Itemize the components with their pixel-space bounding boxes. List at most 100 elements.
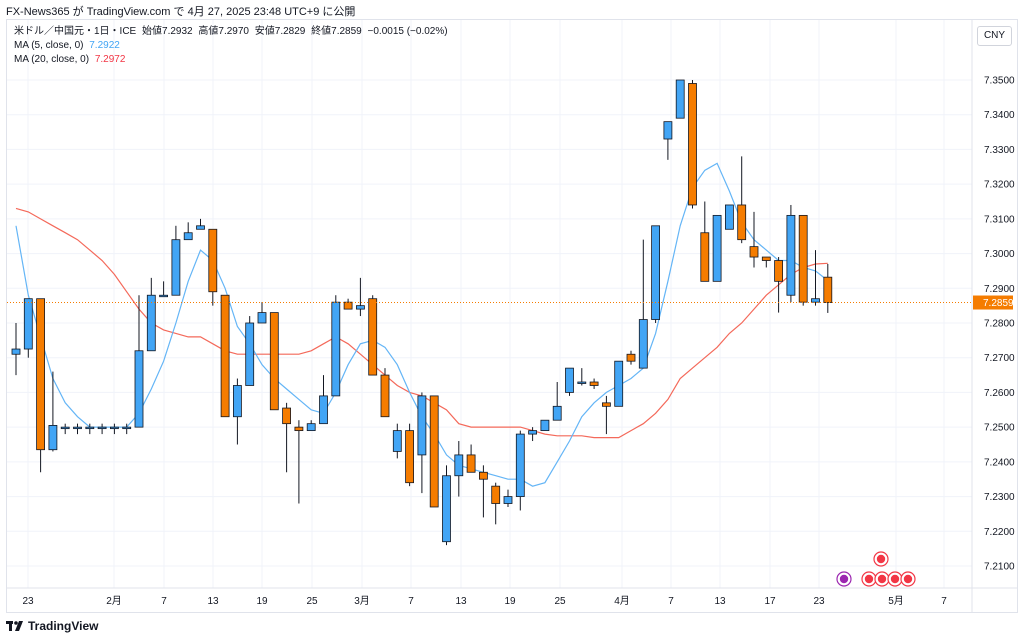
price-tick-label: 7.2300 xyxy=(984,492,1015,503)
candle-body xyxy=(602,402,611,407)
candle xyxy=(614,360,624,407)
time-tick-label: 7 xyxy=(408,596,414,607)
candle-body xyxy=(405,430,415,484)
price-tick-label: 7.2500 xyxy=(984,423,1015,434)
candle xyxy=(355,277,365,317)
candle-body xyxy=(368,298,378,376)
candle xyxy=(491,482,501,525)
time-tick-label: 25 xyxy=(554,596,566,607)
time-tick-label: 7 xyxy=(941,596,947,607)
candle xyxy=(823,263,833,313)
candle xyxy=(159,281,169,298)
candle-body xyxy=(749,246,759,258)
last-price-marker: 7.2859 xyxy=(7,295,1014,310)
candle xyxy=(269,312,279,411)
price-tick-label: 7.3300 xyxy=(984,145,1015,156)
candle-body xyxy=(417,395,427,456)
close-value: 7.2859 xyxy=(331,26,362,37)
price-tick-label: 7.3200 xyxy=(984,180,1015,191)
time-tick-label: 7 xyxy=(161,596,167,607)
footer: TradingView xyxy=(6,619,98,633)
candle xyxy=(73,423,82,435)
candle xyxy=(245,316,255,386)
candle xyxy=(146,277,156,352)
candle-body xyxy=(159,294,169,298)
dividend-event-icon-dot xyxy=(839,574,849,584)
price-axis: 7.2100 7.2200 7.2300 7.2400 7.2500 7.2600 7.27… xyxy=(984,76,1015,573)
candle xyxy=(48,371,58,452)
candle xyxy=(700,201,710,282)
price-tick-label: 7.3500 xyxy=(984,76,1015,87)
time-tick-label: 4月 xyxy=(614,595,630,607)
symbol-name: 米ドル／中国元・1日・ICE xyxy=(14,26,137,37)
last-price-badge xyxy=(973,295,1013,310)
event-markers xyxy=(836,551,916,587)
candle xyxy=(122,423,132,435)
candle-body xyxy=(700,232,710,282)
footer-brand[interactable]: TradingView xyxy=(28,619,99,633)
time-tick-label: 5月 xyxy=(888,595,904,607)
candle-body xyxy=(220,294,230,418)
candle-body xyxy=(688,83,697,206)
currency-button[interactable]: CNY xyxy=(977,26,1012,46)
time-tick-label: 3月 xyxy=(354,595,370,607)
candle-body xyxy=(614,360,624,407)
price-tick-label: 7.2800 xyxy=(984,319,1015,330)
flag-event-icon-dot xyxy=(903,574,913,584)
candle-body xyxy=(134,350,144,428)
candle-body xyxy=(774,260,783,282)
price-tick-label: 7.2400 xyxy=(984,457,1015,468)
candle-body xyxy=(737,204,747,241)
candle-body xyxy=(319,395,328,425)
candle-body xyxy=(48,425,58,451)
candle-body xyxy=(454,454,464,477)
candle-body xyxy=(85,426,95,430)
candle-body xyxy=(306,423,316,432)
time-tick-label: 13 xyxy=(714,596,726,607)
candle xyxy=(798,214,808,306)
candle xyxy=(454,441,464,497)
time-tick-label: 19 xyxy=(504,596,516,607)
candle xyxy=(343,298,353,310)
candle xyxy=(85,423,95,435)
candle-body xyxy=(355,305,365,310)
candle xyxy=(540,419,550,432)
candle xyxy=(577,368,587,386)
time-axis: 23 2月 7 13 19 25 3月 7 13 19 25 4月 7 13 17 23 5月 7 xyxy=(22,595,947,607)
close-label: 終値 xyxy=(311,26,332,37)
candle xyxy=(429,395,439,508)
candle xyxy=(749,211,759,268)
candle-body xyxy=(380,374,390,418)
candle xyxy=(97,423,107,435)
candle-body xyxy=(11,348,21,355)
candle-body xyxy=(343,301,353,310)
candle xyxy=(417,392,427,494)
time-tick-label: 13 xyxy=(455,596,467,607)
candle-body xyxy=(245,322,255,386)
candle-body xyxy=(478,471,488,480)
candle xyxy=(257,302,267,324)
candle-body xyxy=(503,496,513,504)
chart-legend: 米ドル／中国元・1日・ICE 始値7.2932 高値7.2970 安値7.282… xyxy=(14,25,451,67)
top-bar: FX-News365 が TradingView.com で 4月 27, 20… xyxy=(0,0,1024,18)
price-tick-label: 7.3400 xyxy=(984,110,1015,121)
ma20-row: MA (20, close, 0) 7.2972 xyxy=(14,53,451,67)
candle-body xyxy=(97,426,107,430)
time-tick-label: 2月 xyxy=(106,595,122,607)
candle xyxy=(688,80,697,209)
candle xyxy=(725,204,734,230)
candle-body xyxy=(528,430,537,435)
candle-body xyxy=(196,225,205,230)
candle-body xyxy=(331,301,341,397)
candle xyxy=(466,444,476,473)
change-value: −0.0015 (−0.02%) xyxy=(367,26,448,37)
candle xyxy=(282,402,292,473)
candle-body xyxy=(466,454,476,473)
candle-body xyxy=(208,228,218,293)
candle-body xyxy=(294,426,304,432)
high-label: 高値 xyxy=(198,26,219,37)
candle-body xyxy=(761,256,771,261)
candle-body xyxy=(626,353,636,362)
candle xyxy=(392,423,402,459)
